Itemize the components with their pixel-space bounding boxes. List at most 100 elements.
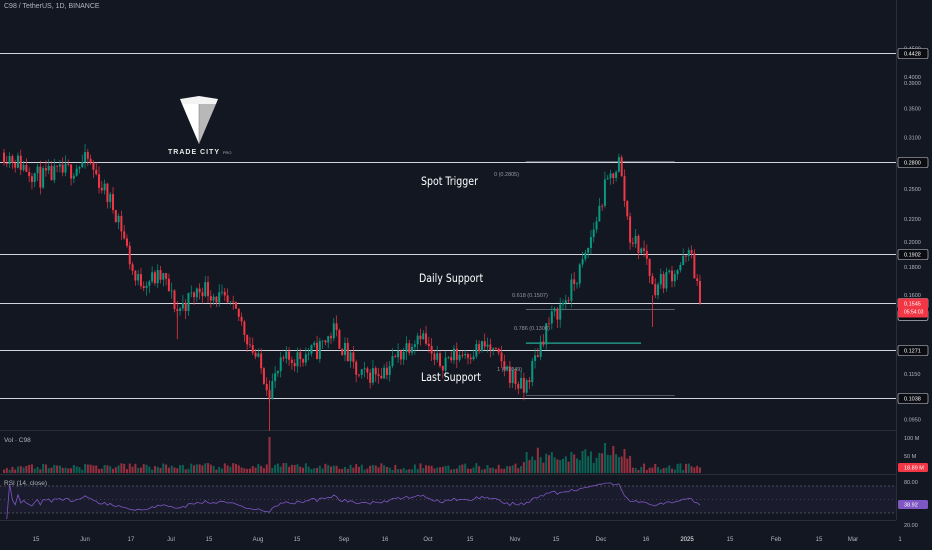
candle-body — [520, 377, 523, 389]
price-tick-label: 0.2000 — [904, 240, 921, 246]
candle-body — [162, 273, 165, 280]
candle-body — [279, 357, 282, 372]
candle-body — [668, 270, 671, 272]
candle-body — [151, 272, 154, 282]
volume-bar — [120, 463, 123, 473]
volume-bar — [288, 466, 291, 473]
volume-bar — [500, 468, 503, 473]
volume-bar — [363, 469, 366, 473]
candle-body — [352, 352, 355, 362]
volume-bar — [30, 464, 33, 473]
volume-bar — [162, 463, 165, 473]
candle-body — [14, 162, 17, 168]
volume-bar — [338, 468, 341, 473]
candle-body — [690, 250, 693, 254]
time-tick-label: 15 — [727, 537, 734, 543]
volume-bar — [534, 460, 537, 473]
volume-bar — [659, 469, 662, 473]
volume-bar — [411, 469, 414, 473]
candle-body — [139, 274, 142, 286]
candle-body — [676, 270, 679, 275]
candle-body — [338, 330, 341, 349]
candle-body — [207, 282, 210, 297]
rsi-last-tag — [898, 500, 928, 509]
volume-bar — [525, 452, 528, 473]
sr-level-tag-text: 0.1902 — [904, 253, 921, 259]
volume-bar — [282, 463, 285, 473]
candle-body — [399, 350, 402, 360]
volume-bar — [207, 463, 210, 473]
candle-body — [483, 341, 486, 347]
volume-bar — [592, 462, 595, 473]
candle-body — [114, 209, 117, 223]
volume-bar — [399, 469, 402, 473]
candle-body — [176, 309, 179, 311]
candle-body — [16, 155, 19, 168]
candle-body — [184, 303, 187, 312]
volume-bar — [229, 466, 232, 473]
candle-body — [288, 351, 291, 360]
candle-body — [28, 171, 31, 177]
candle-body — [394, 356, 397, 358]
volume-bar — [690, 466, 693, 473]
volume-bar — [89, 464, 92, 473]
candle-body — [246, 334, 249, 345]
candle-body — [313, 342, 316, 346]
candle-body — [120, 215, 123, 232]
volume-bar — [142, 464, 145, 473]
volume-bar — [494, 469, 497, 473]
price-tick-label: 0.0950 — [904, 417, 921, 423]
volume-bar — [416, 468, 419, 473]
volume-bar — [75, 466, 78, 473]
candle-body — [587, 247, 590, 253]
volume-bar — [25, 465, 28, 473]
candle-body — [271, 381, 274, 399]
volume-bar — [268, 437, 271, 473]
volume-bar — [682, 469, 685, 473]
volume-bar — [631, 467, 634, 473]
candle-body — [75, 168, 78, 176]
candle-body — [67, 163, 70, 165]
volume-bar — [128, 463, 131, 473]
volume-bar — [427, 465, 430, 473]
volume-bar — [360, 464, 363, 473]
candle-body — [187, 293, 190, 312]
volume-bar — [492, 467, 495, 473]
candle-body — [42, 168, 45, 188]
volume-bar — [293, 464, 296, 473]
volume-bar — [617, 457, 620, 473]
volume-bar — [371, 464, 374, 473]
volume-bar — [53, 464, 56, 473]
candle-body — [503, 361, 506, 370]
volume-bar — [304, 463, 307, 473]
volume-bar — [153, 466, 156, 473]
candle-body — [181, 303, 184, 309]
candle-body — [550, 311, 553, 324]
candle-body — [472, 356, 475, 360]
candle-body — [419, 335, 422, 340]
volume-bar — [167, 467, 170, 473]
candle-body — [335, 323, 338, 331]
candle-body — [631, 242, 634, 244]
candle-body — [299, 352, 302, 360]
candle-body — [128, 245, 131, 265]
volume-bar — [36, 467, 39, 473]
candle-body — [145, 285, 148, 288]
volume-bar — [296, 464, 299, 473]
candle-body — [209, 296, 212, 301]
volume-bar — [195, 464, 198, 473]
candle-body — [508, 366, 511, 384]
candle-body — [416, 335, 419, 345]
candle-body — [61, 164, 64, 173]
volume-tick-label: 50 M — [904, 454, 917, 460]
candle-body — [589, 237, 592, 248]
volume-last-tag — [898, 463, 928, 472]
volume-bar — [257, 464, 260, 473]
volume-bar — [626, 458, 629, 473]
rsi-pane-label: RSI (14, close) — [4, 480, 47, 487]
candle-body — [198, 288, 201, 293]
volume-bar — [201, 465, 204, 473]
current-price-tag — [898, 298, 928, 318]
candle-body — [95, 169, 98, 175]
